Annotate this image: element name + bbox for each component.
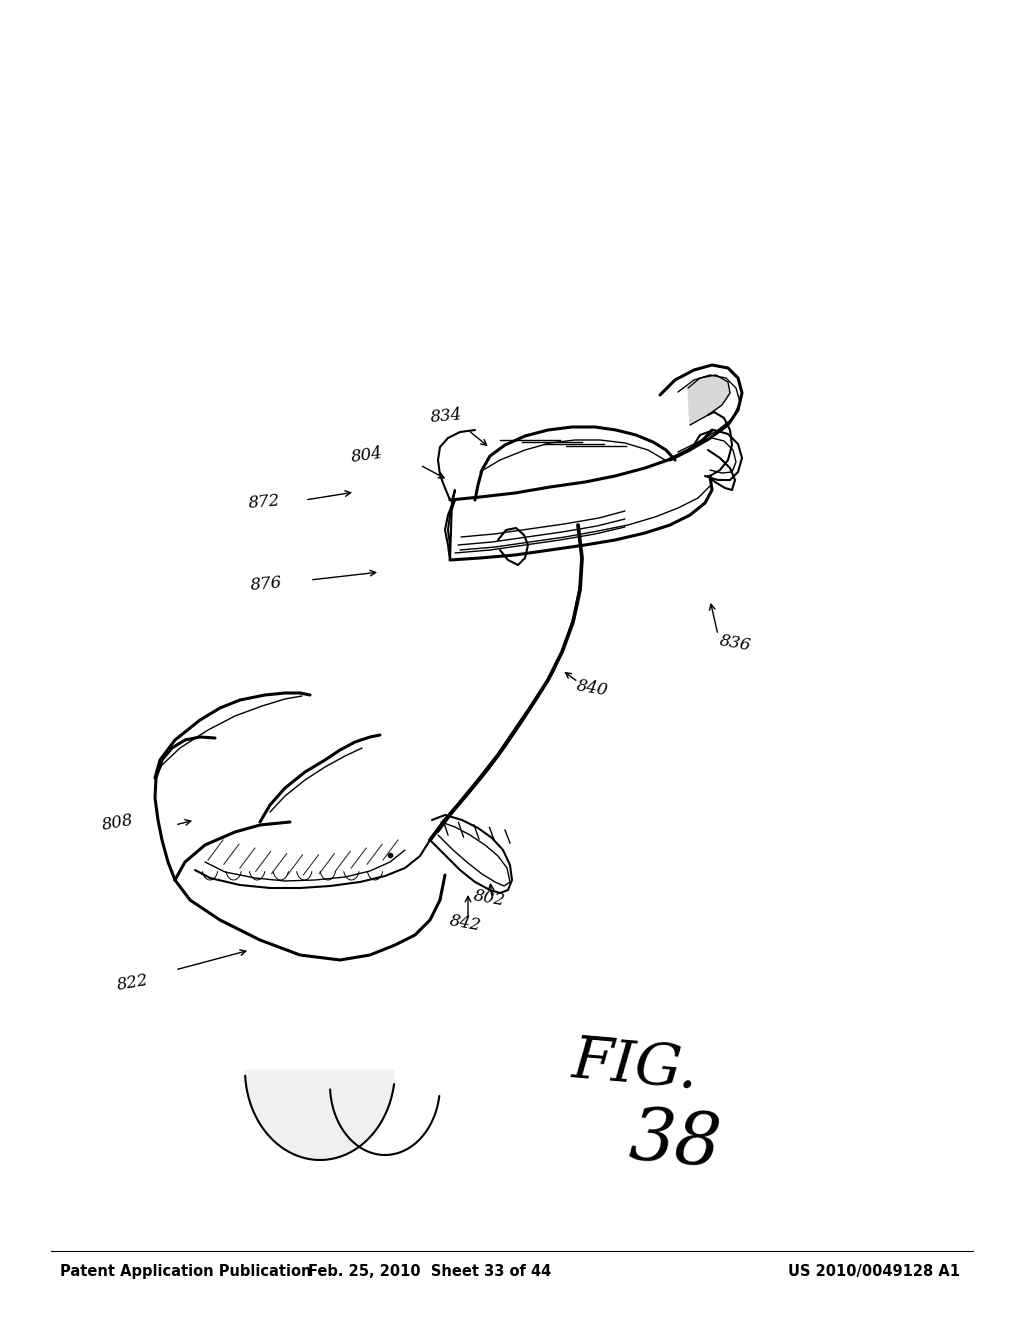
Text: 872: 872	[248, 492, 282, 512]
Text: US 2010/0049128 A1: US 2010/0049128 A1	[788, 1265, 961, 1279]
Text: Patent Application Publication: Patent Application Publication	[60, 1265, 311, 1279]
Text: 842: 842	[449, 912, 482, 935]
Text: 840: 840	[575, 677, 609, 700]
Text: 808: 808	[100, 812, 134, 834]
Polygon shape	[245, 1071, 394, 1160]
Text: Feb. 25, 2010  Sheet 33 of 44: Feb. 25, 2010 Sheet 33 of 44	[308, 1265, 552, 1279]
Text: 822: 822	[115, 972, 150, 994]
Text: 834: 834	[430, 407, 463, 426]
Polygon shape	[688, 375, 730, 425]
Text: FIG.: FIG.	[569, 1034, 700, 1100]
Text: 38: 38	[627, 1102, 724, 1181]
Text: 802: 802	[472, 887, 506, 909]
Text: 804: 804	[350, 445, 384, 466]
Text: 836: 836	[718, 632, 753, 653]
Text: 876: 876	[250, 574, 284, 594]
